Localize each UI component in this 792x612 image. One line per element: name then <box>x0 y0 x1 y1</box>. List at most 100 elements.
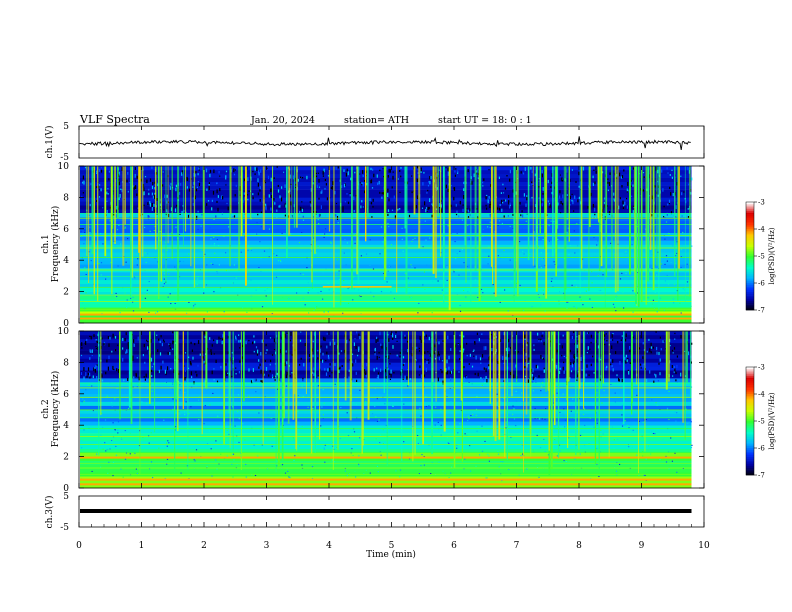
ch1-spectrogram-speckle <box>255 289 257 291</box>
ch2-spectrogram-noise <box>352 363 354 367</box>
ch2-spectrogram-speckle <box>526 468 528 470</box>
ch1-spectrogram-noise <box>151 185 154 189</box>
ch1-spectrogram-noise <box>270 177 272 182</box>
ch2-spectrogram-noise <box>438 341 440 345</box>
ch2-spectrogram-speckle <box>184 392 186 394</box>
ch1-spectrogram-noise <box>259 199 261 202</box>
ch2-spectrogram-speckle <box>645 419 647 420</box>
ch1-spectrogram-noise <box>671 169 673 171</box>
ch2-spectrogram-speckle <box>281 464 284 466</box>
ch1-spectrogram-noise <box>447 167 449 171</box>
ch2-spectrogram-speckle <box>471 383 473 385</box>
ch2-colorbar-swatch <box>746 419 754 422</box>
ch2-spectrogram-speckle <box>417 435 419 436</box>
ch2-spectrogram-speckle <box>566 430 568 432</box>
ch1-spectrogram-noise <box>590 192 592 197</box>
ch1-spectrogram-speckle <box>210 238 212 240</box>
ch2-spectrogram-noise <box>646 379 648 383</box>
ch2-spectrogram-noise <box>565 377 567 379</box>
ch2-spectrogram-noise <box>640 335 642 339</box>
ch1-spectrogram-ytick-label: 10 <box>58 162 70 172</box>
ch1-spectrogram-noise <box>277 189 280 193</box>
ch2-spectrogram-speckle <box>655 430 657 432</box>
ch2-spectrogram-noise <box>355 371 357 375</box>
ch2-spectrogram-speckle <box>164 381 166 383</box>
ch1-spectrogram-speckle <box>521 228 524 230</box>
ch1-spectrogram-speckle <box>580 299 582 301</box>
ch1-spectrogram-noise <box>383 175 385 178</box>
ch1-colorbar-swatch <box>746 263 754 266</box>
ch2-spectrogram-sferic <box>174 331 176 473</box>
ch2-spectrogram-noise <box>299 363 301 366</box>
ch1-spectrogram-speckle <box>316 306 318 308</box>
ch1-spectrogram-noise <box>462 208 464 212</box>
ch2-spectrogram-noise <box>323 336 325 341</box>
ch2-spectrogram-noise <box>195 371 197 373</box>
ch2-spectrogram-speckle <box>655 402 657 404</box>
ch2-spectrogram-sferic <box>600 331 603 390</box>
ch1-spectrogram-noise <box>225 184 227 186</box>
ch1-spectrogram-sferic <box>645 166 647 305</box>
ch1-spectrogram-noise <box>321 189 323 194</box>
ch2-spectrogram-noise <box>364 371 366 374</box>
date-label: Jan. 20, 2024 <box>250 115 315 126</box>
ch2-spectrogram-noise <box>144 361 146 364</box>
ch2-spectrogram-noise <box>239 360 241 363</box>
ch1-spectrogram-noise <box>346 168 348 172</box>
ch2-spectrogram-speckle <box>403 441 405 443</box>
ch1-spectrogram-noise <box>312 182 314 185</box>
ch1-spectrogram-noise <box>520 171 522 174</box>
ch1-spectrogram-noise <box>179 191 181 195</box>
ch1-spectrogram-speckle <box>322 272 324 274</box>
ch2-colorbar-swatch <box>746 458 754 461</box>
ch1-spectrogram-noise <box>82 175 84 180</box>
ch1-spectrogram-noise <box>207 200 210 202</box>
ch2-spectrogram-speckle <box>526 442 528 444</box>
ch1-spectrogram-speckle <box>422 284 424 286</box>
ch1-spectrogram-speckle <box>210 262 212 264</box>
ch2-spectrogram-sferic <box>443 331 446 432</box>
ch2-spectrogram-speckle <box>344 470 346 472</box>
ch2-spectrogram-noise <box>150 339 152 343</box>
ch1-spectrogram-noise <box>482 181 484 184</box>
ch2-spectrogram-speckle <box>339 437 341 439</box>
ch1-spectrogram-speckle <box>382 241 384 243</box>
ch1-spectrogram-sferic <box>474 166 477 271</box>
ch2-spectrogram-speckle <box>500 401 502 403</box>
ch2-spectrogram-speckle <box>85 389 87 391</box>
ch1-spectrogram-noise <box>100 188 102 192</box>
ch1-spectrogram-noise <box>392 171 394 173</box>
ch2-spectrogram-speckle <box>251 474 253 476</box>
ch2-spectrogram-noise <box>437 377 439 382</box>
ch2-spectrogram-noise <box>253 350 255 353</box>
ch1-spectrogram-noise <box>399 191 401 193</box>
ch1-spectrogram-speckle <box>672 298 674 300</box>
ch2-spectrogram-noise <box>376 377 378 378</box>
ch2-spectrogram-noise <box>311 349 314 352</box>
ch2-spectrogram-noise <box>389 378 391 380</box>
ch2-spectrogram-noise <box>524 375 527 378</box>
ch2-spectrogram-tone-line <box>80 382 692 384</box>
ch2-spectrogram-speckle <box>193 459 195 461</box>
ch1-colorbar-tick-label: -4 <box>758 226 765 234</box>
ch1-colorbar-swatch <box>746 238 754 241</box>
ch1-spectrogram-sferic <box>202 166 205 219</box>
ch1-spectrogram-speckle <box>659 297 661 299</box>
ch2-spectrogram-noise <box>597 331 599 334</box>
ch1-spectrogram-noise <box>463 181 465 185</box>
ch1-spectrogram-noise <box>136 175 138 179</box>
ch1-spectrogram-speckle <box>383 273 385 274</box>
ch2-colorbar-swatch <box>746 388 754 391</box>
ch1-spectrogram-noise <box>162 215 164 217</box>
ch2-spectrogram-noise <box>526 363 529 365</box>
ch2-spectrogram-noise <box>112 333 114 338</box>
ch1-spectrogram-noise <box>373 173 375 178</box>
ch1-spectrogram-noise <box>447 188 449 192</box>
ch1-colorbar-swatch <box>746 284 754 287</box>
ch1-spectrogram-sferic <box>384 166 387 277</box>
ch2-spectrogram-speckle <box>324 444 326 446</box>
ch2-spectrogram-noise <box>196 373 198 377</box>
ch2-spectrogram-noise <box>411 353 413 357</box>
ch1-spectrogram-noise <box>369 198 371 201</box>
ch1-spectrogram-speckle <box>324 228 327 230</box>
